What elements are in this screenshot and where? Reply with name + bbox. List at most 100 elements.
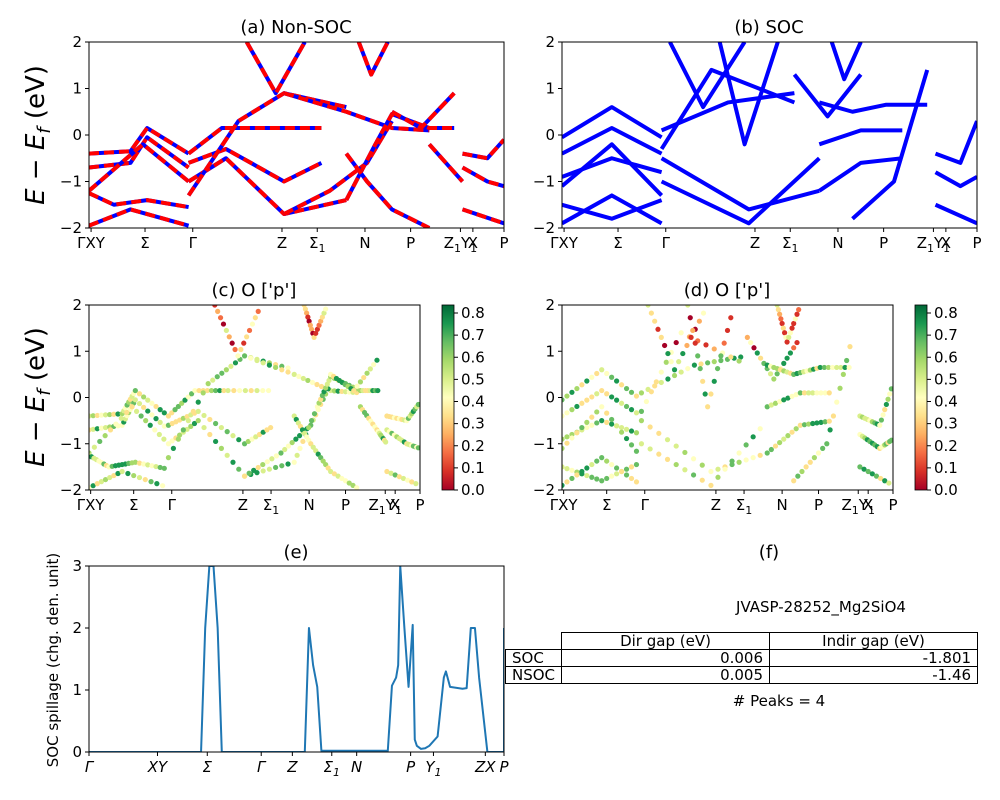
scatter-point xyxy=(696,318,702,324)
scatter-point xyxy=(665,350,671,357)
scatter-point xyxy=(102,476,109,483)
scatter-point xyxy=(822,390,828,396)
scatter-point xyxy=(690,327,696,334)
band-line xyxy=(562,193,663,226)
scatter-point xyxy=(699,462,705,468)
scatter-point xyxy=(266,466,272,472)
scatter-point xyxy=(750,434,756,440)
scatter-point xyxy=(246,470,252,476)
scatter-point xyxy=(172,407,178,413)
table-row: SOC 0.006 -1.801 xyxy=(504,649,979,667)
k-tick-label: Γ xyxy=(189,234,198,252)
k-tick-label: ΓXY xyxy=(77,234,106,252)
scatter-point xyxy=(90,483,96,489)
band-line-overlay xyxy=(283,91,430,133)
k-tick-label: N xyxy=(303,496,314,514)
scatter-point xyxy=(722,466,728,472)
scatter-point xyxy=(594,409,600,415)
scatter-point xyxy=(791,320,797,327)
table-header-row: Dir gap (eV) Indir gap (eV) xyxy=(506,632,979,650)
scatter-point xyxy=(787,350,793,356)
scatter-point xyxy=(708,482,714,488)
scatter-point xyxy=(697,365,703,372)
scatter-point xyxy=(584,424,590,431)
scatter-point xyxy=(282,446,288,453)
scatter-point xyxy=(331,471,337,477)
panel-a-title: (a) Non-SOC xyxy=(240,17,351,38)
k-tick-label: N xyxy=(359,234,370,252)
scatter-point xyxy=(684,342,690,349)
scatter-point xyxy=(409,479,415,485)
scatter-point xyxy=(314,381,320,388)
scatter-point xyxy=(97,438,103,445)
indir-gap-value: -1.801 xyxy=(769,649,979,667)
scatter-point xyxy=(90,426,96,432)
scatter-point xyxy=(241,441,248,447)
scatter-point xyxy=(131,472,137,479)
scatter-point xyxy=(728,315,734,321)
scatter-point xyxy=(207,431,213,438)
scatter-point xyxy=(230,459,236,465)
y-tick-label: −1 xyxy=(533,435,555,453)
band-line-overlay xyxy=(427,142,464,183)
k-tick-label: Σ1 xyxy=(324,758,340,779)
scatter-point xyxy=(328,468,334,475)
scatter-point xyxy=(811,455,817,461)
scatter-point xyxy=(318,383,325,390)
scatter-point xyxy=(764,404,770,410)
scatter-point xyxy=(857,464,863,470)
band-line-overlay xyxy=(89,135,190,170)
scatter-point xyxy=(260,360,266,366)
y-tick-label: 1 xyxy=(545,80,555,98)
scatter-point xyxy=(569,467,575,473)
scatter-point xyxy=(224,452,230,458)
scatter-point xyxy=(721,340,727,346)
scatter-point xyxy=(94,481,100,487)
scatter-point xyxy=(652,383,658,389)
scatter-point xyxy=(623,435,630,442)
scatter-point xyxy=(718,357,724,364)
scatter-point xyxy=(285,443,292,449)
ylabel-spillage: SOC spillage (chg. den. unit) xyxy=(44,553,62,768)
scatter-point xyxy=(825,364,832,371)
scatter-point xyxy=(236,466,242,472)
scatter-point xyxy=(584,465,590,471)
k-tick-label: P xyxy=(499,234,508,252)
k-tick-label: Γ xyxy=(168,496,177,514)
k-tick-label: Σ xyxy=(613,234,622,252)
scatter-point xyxy=(750,455,756,461)
scatter-point xyxy=(869,471,875,477)
scatter-point xyxy=(219,370,225,376)
scatter-point xyxy=(711,346,717,352)
k-tick-label: Z xyxy=(286,758,298,776)
k-tick-label: P xyxy=(972,234,981,252)
scatter-point xyxy=(404,477,411,483)
scatter-point xyxy=(266,362,272,368)
y-tick-label: 0 xyxy=(72,126,82,144)
scatter-point xyxy=(177,432,183,438)
scatter-point xyxy=(647,446,653,452)
k-tick-label: Z xyxy=(711,496,721,514)
panel-e-frame xyxy=(88,565,505,753)
scatter-point xyxy=(656,451,662,457)
k-tick-label: Z1Y1 xyxy=(369,496,402,517)
scatter-point xyxy=(579,468,585,475)
k-tick-label: X xyxy=(863,496,873,514)
scatter-point xyxy=(673,339,679,346)
scatter-point xyxy=(838,364,844,371)
scatter-point xyxy=(413,481,419,487)
scatter-point xyxy=(655,326,661,332)
scatter-point xyxy=(237,387,243,394)
scatter-point xyxy=(138,413,144,419)
scatter-point xyxy=(678,330,684,336)
scatter-point xyxy=(232,346,238,353)
scatter-point xyxy=(729,458,735,464)
scatter-point xyxy=(210,377,216,383)
scatter-point xyxy=(834,364,840,371)
scatter-point xyxy=(628,475,635,482)
scatter-point xyxy=(618,468,625,475)
scatter-point xyxy=(296,433,303,439)
scatter-point xyxy=(645,305,651,308)
scatter-point xyxy=(604,391,610,397)
